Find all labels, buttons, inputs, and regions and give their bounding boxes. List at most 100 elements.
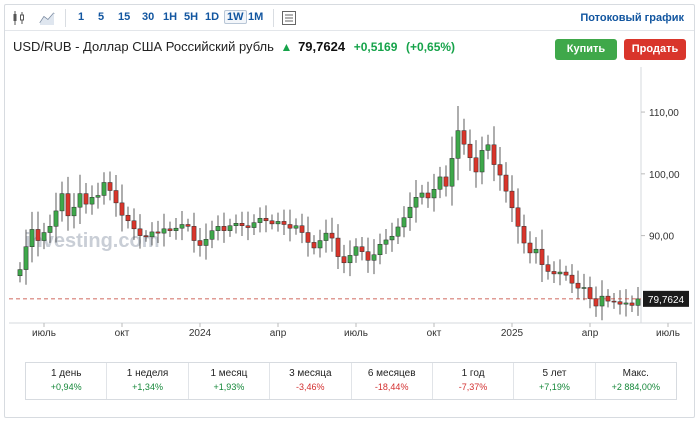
candle-body — [179, 224, 185, 229]
candle-body — [497, 164, 503, 176]
candle — [215, 215, 221, 241]
candle — [323, 219, 329, 253]
candle — [89, 185, 95, 215]
candle-body — [449, 158, 455, 187]
x-tick-label: окт — [427, 328, 442, 339]
candle-body — [521, 226, 527, 244]
x-tick-label: июль — [344, 328, 368, 339]
candle — [329, 217, 335, 252]
timeframe-5h[interactable]: 5H — [184, 11, 199, 23]
timeframe-15[interactable]: 15 — [118, 11, 131, 23]
settings-panel-icon[interactable] — [281, 10, 297, 26]
last-price: 79,7624 — [298, 39, 346, 54]
timeframe-1w[interactable]: 1W — [224, 10, 247, 24]
performance-cell[interactable]: Макс. +2 884,00% — [596, 363, 676, 399]
performance-period: 3 месяца — [289, 368, 332, 379]
candle — [269, 214, 275, 230]
toolbar-separator — [65, 9, 66, 27]
performance-value: +2 884,00% — [611, 382, 660, 392]
candle — [119, 184, 125, 232]
area-chart-icon[interactable] — [39, 10, 55, 26]
candle — [47, 214, 53, 243]
timeframe-30[interactable]: 30 — [142, 11, 155, 23]
candle-body — [29, 229, 35, 247]
candle — [179, 211, 185, 241]
candle-body — [35, 229, 41, 241]
candle-body — [479, 150, 485, 173]
candle-body — [407, 206, 413, 218]
candle-body — [377, 244, 383, 256]
current-price-label: 79,7624 — [648, 295, 685, 306]
performance-cell[interactable]: 1 месяц +1,93% — [189, 363, 271, 399]
x-tick-label: апр — [270, 328, 287, 339]
candle-body — [455, 130, 461, 159]
timeframe-5[interactable]: 5 — [98, 11, 105, 23]
x-tick-label: апр — [582, 328, 599, 339]
candle-body — [233, 223, 239, 226]
candle — [41, 222, 47, 250]
candle — [161, 213, 167, 247]
candle-body — [563, 271, 569, 276]
candle — [527, 231, 533, 264]
x-tick-label: июль — [32, 328, 56, 339]
candle — [419, 184, 425, 205]
candle-body — [329, 232, 335, 239]
candle — [185, 218, 191, 232]
buy-button[interactable]: Купить — [555, 39, 617, 60]
candle — [113, 174, 119, 217]
candlestick-icon[interactable] — [11, 10, 27, 26]
toolbar-separator — [273, 9, 274, 27]
candle-body — [389, 235, 395, 241]
performance-value: -18,44% — [374, 382, 409, 392]
price-chart[interactable]: investing.com 90,00 100,00 110,00 июль окт 2… — [9, 67, 692, 342]
candle-body — [299, 225, 305, 233]
candle-body — [347, 255, 353, 264]
candle — [257, 207, 263, 233]
performance-cell[interactable]: 5 лет +7,19% — [514, 363, 596, 399]
candle — [173, 218, 179, 240]
candle — [167, 221, 173, 238]
candle-body — [191, 226, 197, 241]
candle — [413, 179, 419, 223]
candle — [371, 239, 377, 275]
timeframe-1[interactable]: 1 — [78, 11, 85, 23]
candle-body — [311, 242, 317, 249]
candle-body — [635, 298, 641, 306]
candle — [617, 290, 623, 315]
candle — [251, 214, 257, 236]
candle — [461, 118, 467, 155]
candle — [401, 206, 407, 238]
timeframe-1h[interactable]: 1H — [163, 11, 178, 23]
candle — [593, 286, 599, 317]
candle — [635, 287, 641, 316]
candle — [83, 182, 89, 214]
performance-cell[interactable]: 6 месяцев -18,44% — [352, 363, 433, 399]
candle-body — [23, 246, 29, 270]
candle — [71, 193, 77, 229]
candle-body — [617, 301, 623, 305]
performance-value: +0,94% — [50, 382, 82, 392]
timeframe-1d[interactable]: 1D — [205, 11, 220, 23]
performance-period: Макс. — [622, 368, 649, 379]
y-axis: 90,00 100,00 110,00 — [640, 67, 680, 323]
candle-body — [419, 192, 425, 198]
performance-cell[interactable]: 1 день +0,94% — [26, 363, 108, 399]
candle — [155, 220, 161, 243]
candle-body — [437, 176, 443, 190]
candle — [581, 273, 587, 301]
candle-body — [575, 282, 581, 289]
candle-body — [263, 218, 269, 222]
performance-cell[interactable]: 3 месяца -3,46% — [270, 363, 352, 399]
candle — [281, 209, 287, 235]
performance-cell[interactable]: 1 неделя +1,34% — [107, 363, 189, 399]
sell-button[interactable]: Продать — [624, 39, 686, 60]
candle-body — [335, 237, 341, 257]
candle — [107, 171, 113, 201]
performance-cell[interactable]: 1 год -7,37% — [433, 363, 515, 399]
candle-body — [65, 193, 71, 217]
streaming-chart-link[interactable]: Потоковый график — [580, 12, 684, 24]
timeframe-1m[interactable]: 1M — [248, 11, 264, 23]
price-change-percent: (+0,65%) — [406, 40, 456, 54]
candle — [341, 244, 347, 274]
candle — [437, 166, 443, 199]
